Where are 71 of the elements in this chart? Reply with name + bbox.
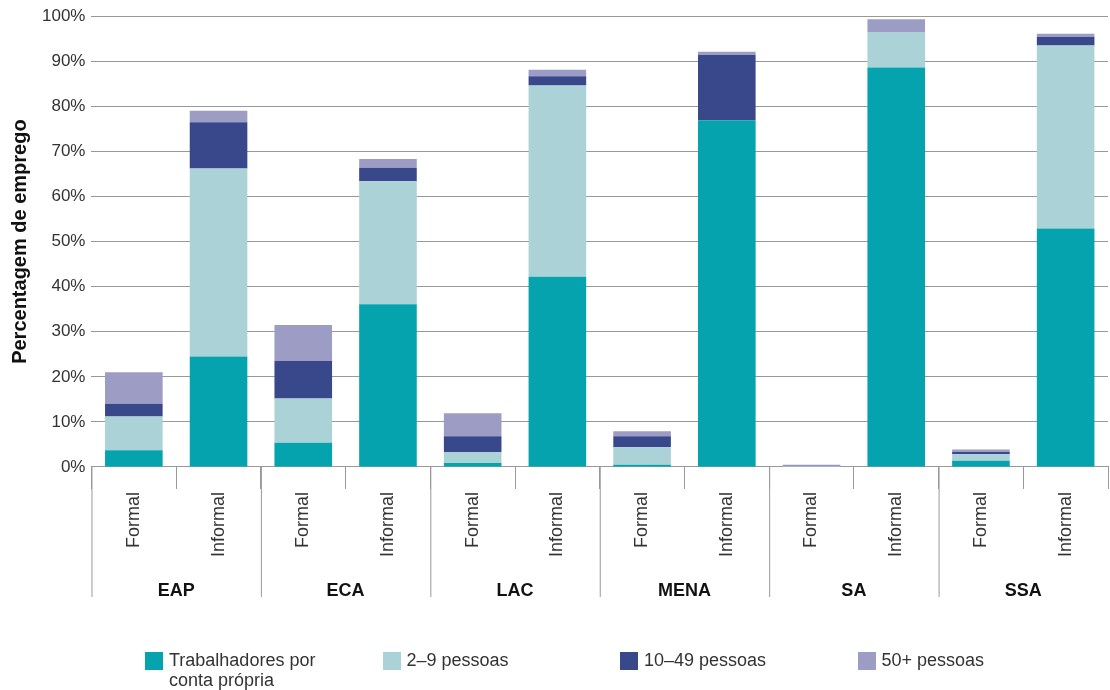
- legend-label: 10–49 pessoas: [644, 650, 768, 670]
- bar: [359, 167, 417, 182]
- x-tick-label: Formal: [631, 491, 652, 548]
- bar: [105, 450, 163, 467]
- bar: [443, 452, 502, 463]
- legend-label: Trabalhadores por conta própria: [169, 650, 317, 690]
- x-tick-label: Formal: [800, 491, 821, 548]
- y-tick-label: 60%: [51, 186, 86, 206]
- x-tick-label: Formal: [461, 491, 482, 548]
- bar: [698, 54, 756, 121]
- y-tick-label: 70%: [51, 141, 86, 161]
- y-tick-label: 100%: [42, 5, 86, 25]
- bar: [105, 416, 163, 451]
- x-tick-label: Informal: [885, 491, 906, 558]
- x-tick-label: Informal: [715, 491, 736, 558]
- text: SA: [841, 579, 867, 600]
- bar: [698, 51, 756, 55]
- bar: [105, 372, 163, 404]
- legend-label: 2–9 pessoas: [406, 650, 510, 670]
- bar: [359, 304, 417, 467]
- y-tick-label: 10%: [51, 411, 86, 431]
- x-tick-label: Formal: [292, 491, 313, 548]
- y-tick-label: 90%: [51, 50, 86, 70]
- y-tick-label: 0%: [60, 456, 86, 476]
- y-tick-label: 50%: [51, 231, 86, 251]
- bar: [274, 442, 333, 467]
- bar: [359, 181, 417, 305]
- bar: [105, 403, 163, 417]
- y-tick-label: 80%: [51, 96, 86, 116]
- bar: [443, 413, 502, 437]
- bar: [698, 120, 756, 467]
- bar: [867, 67, 926, 467]
- y-tick-label: 30%: [51, 321, 86, 341]
- x-tick-label: Formal: [969, 491, 990, 548]
- x-tick-label: Formal: [122, 491, 143, 548]
- bar: [613, 431, 671, 437]
- text: SSA: [1004, 579, 1042, 600]
- y-axis-title: Percentagem de emprego: [7, 119, 30, 364]
- y-tick-label: 20%: [51, 366, 86, 386]
- text: MENA: [657, 579, 711, 600]
- x-tick-label: Informal: [207, 491, 228, 558]
- bar: [359, 159, 417, 168]
- bar: [189, 110, 248, 123]
- bar: [189, 122, 248, 169]
- bar: [274, 361, 333, 399]
- bar: [189, 168, 248, 357]
- bar: [867, 31, 926, 68]
- text: LAC: [496, 579, 534, 600]
- bar: [274, 324, 333, 362]
- bar: [528, 85, 587, 277]
- bar: [528, 69, 587, 77]
- y-tick-label: 40%: [51, 276, 86, 296]
- bar: [1036, 45, 1095, 229]
- x-tick-label: Informal: [376, 491, 397, 558]
- bar: [189, 356, 248, 467]
- bar: [1036, 36, 1095, 46]
- bar: [274, 398, 333, 443]
- legend-label: 50+ pessoas: [881, 650, 986, 670]
- bar: [613, 447, 671, 465]
- bar: [867, 19, 926, 32]
- bar: [528, 76, 587, 86]
- bar: [528, 276, 587, 467]
- x-tick-label: Informal: [1054, 491, 1075, 558]
- bar: [1036, 228, 1095, 467]
- text: EAP: [157, 579, 195, 600]
- bar: [613, 436, 671, 448]
- bar: [952, 454, 1010, 461]
- bar: [1036, 33, 1095, 37]
- text: ECA: [326, 579, 365, 600]
- bar: [443, 436, 502, 453]
- x-tick-label: Informal: [546, 491, 567, 558]
